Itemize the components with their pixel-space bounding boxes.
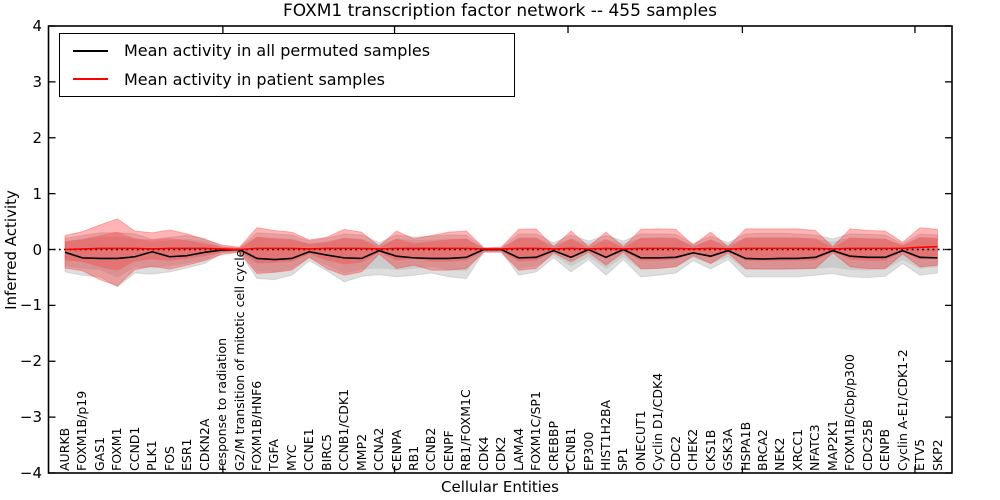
- chart-title: FOXM1 transcription factor network -- 45…: [283, 1, 717, 21]
- x-category-label: CCNB1/CDK1: [336, 388, 352, 471]
- x-category-label: NEK2: [772, 437, 788, 471]
- patient-samples-spread-inner: [65, 231, 938, 271]
- x-category-label: CHEK2: [685, 428, 701, 471]
- y-tick-label: −4: [19, 464, 42, 482]
- y-tick-label: −1: [19, 296, 42, 315]
- y-tick-label: 1: [32, 184, 42, 203]
- x-category-label: NFATC3: [807, 424, 823, 471]
- x-category-label: AURKB: [57, 427, 72, 471]
- y-tick-label: 0: [32, 240, 42, 259]
- x-category-label: CDC25B: [859, 419, 875, 471]
- x-category-label: FOXM1: [109, 427, 125, 471]
- x-category-label: Cyclin D1/CDK4: [650, 372, 666, 471]
- x-category-label: CENPA: [388, 429, 404, 471]
- x-category-label: CDC2: [667, 435, 683, 471]
- x-category-label: RB1: [406, 445, 421, 471]
- x-category-label: SKP2: [929, 439, 945, 471]
- legend-item-permuted: Mean activity in all permuted samples: [60, 37, 514, 65]
- legend-item-patient: Mean activity in patient samples: [60, 65, 514, 93]
- black-line-swatch-icon: [73, 49, 108, 52]
- x-category-label: RB1/FOXM1C: [458, 389, 474, 471]
- permuted-samples-spread-outer: [64, 232, 938, 288]
- x-category-label: MMP2: [353, 433, 369, 471]
- x-category-label: BRCA2: [755, 429, 770, 471]
- x-category-label: BIRC5: [318, 433, 334, 471]
- patient-mean-line: [64, 245, 938, 251]
- x-category-label: FOXM1C/SP1: [528, 391, 544, 471]
- x-category-label: FOXM1B/HNF6: [248, 380, 264, 471]
- x-category-label: HSPA1B: [737, 421, 753, 471]
- x-category-label: CCNE1: [301, 428, 317, 471]
- x-category-label: CKS1B: [702, 429, 718, 471]
- x-category-label: FOS: [161, 446, 177, 471]
- x-category-label: CCNB1: [563, 427, 579, 471]
- x-category-label: CREBBP: [545, 421, 561, 471]
- x-category-label: ESR1: [179, 438, 195, 471]
- x-category-label: LAMA4: [510, 427, 526, 471]
- x-category-label: GSK3A: [720, 428, 736, 471]
- x-category-label: CCNB2: [423, 427, 439, 471]
- x-category-label: CDK4: [475, 436, 491, 471]
- x-category-label: PLK1: [144, 440, 160, 471]
- x-category-label: CENPB: [877, 428, 893, 471]
- y-tick-label: −3: [19, 408, 42, 427]
- x-category-label: CDKN2A: [196, 418, 212, 471]
- x-category-label: GAS1: [91, 436, 107, 471]
- x-category-label: HIST1H2BA: [597, 399, 613, 471]
- patient-samples-spread-outer: [64, 218, 938, 287]
- legend-label-permuted: Mean activity in all permuted samples: [124, 41, 431, 61]
- x-category-label: response to radiation: [214, 337, 230, 471]
- x-category-label: SP1: [615, 447, 631, 471]
- red-line-swatch-icon: [73, 78, 108, 81]
- x-category-label: CDK2: [493, 436, 509, 471]
- x-category-label: MYC: [283, 444, 299, 471]
- y-tick-label: 2: [32, 128, 42, 147]
- x-category-label: G2/M transition of mitotic cell cycle: [231, 249, 247, 471]
- legend-label-patient: Mean activity in patient samples: [124, 69, 385, 89]
- x-category-label: ONECUT1: [632, 410, 648, 471]
- x-category-label: Cyclin A-E1/CDK1-2: [894, 349, 910, 471]
- x-category-label: ETV5: [912, 438, 928, 471]
- x-category-label: FOXM1B/Cbp/p300: [842, 354, 858, 471]
- x-category-label: EP300: [580, 431, 596, 471]
- x-category-label: CCND1: [126, 426, 142, 471]
- y-tick-label: 3: [32, 72, 42, 91]
- x-category-label: MAP2K1: [824, 420, 840, 471]
- permuted-samples-spread-inner: [65, 236, 938, 278]
- legend: Mean activity in all permuted samples Me…: [59, 33, 515, 97]
- x-category-label: FOXM1B/p19: [74, 390, 90, 471]
- y-tick-label: −2: [19, 352, 42, 371]
- x-category-label: CCNA2: [371, 427, 387, 471]
- x-category-label: XRCC1: [789, 428, 805, 471]
- x-category-label: TGFA: [266, 439, 282, 471]
- x-axis-label: Cellular Entities: [441, 478, 559, 496]
- x-category-label: CENPF: [440, 430, 456, 471]
- y-tick-label: 4: [32, 17, 42, 35]
